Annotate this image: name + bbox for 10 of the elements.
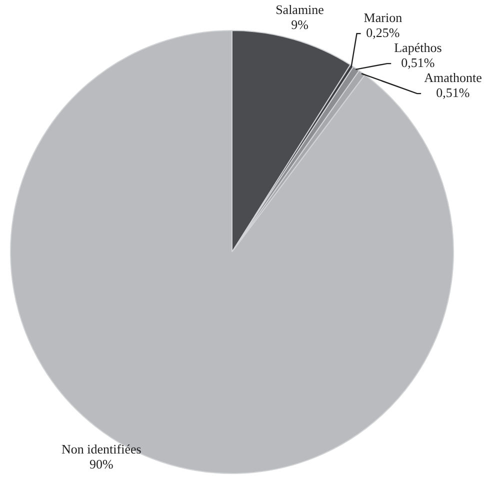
slice-label: Marion [364, 10, 403, 25]
slice-label: Lapéthos [394, 40, 442, 55]
data-label: 9% [291, 17, 309, 32]
slice-label: Salamine [276, 2, 324, 18]
data-label: 90% [89, 456, 114, 472]
data-label: 0,25% [366, 24, 400, 40]
slice-label: Amathonte [424, 70, 482, 85]
data-label: 0,51% [401, 54, 435, 70]
data-label: 0,51% [436, 84, 470, 100]
slice-label: Non identifiées [62, 441, 142, 456]
